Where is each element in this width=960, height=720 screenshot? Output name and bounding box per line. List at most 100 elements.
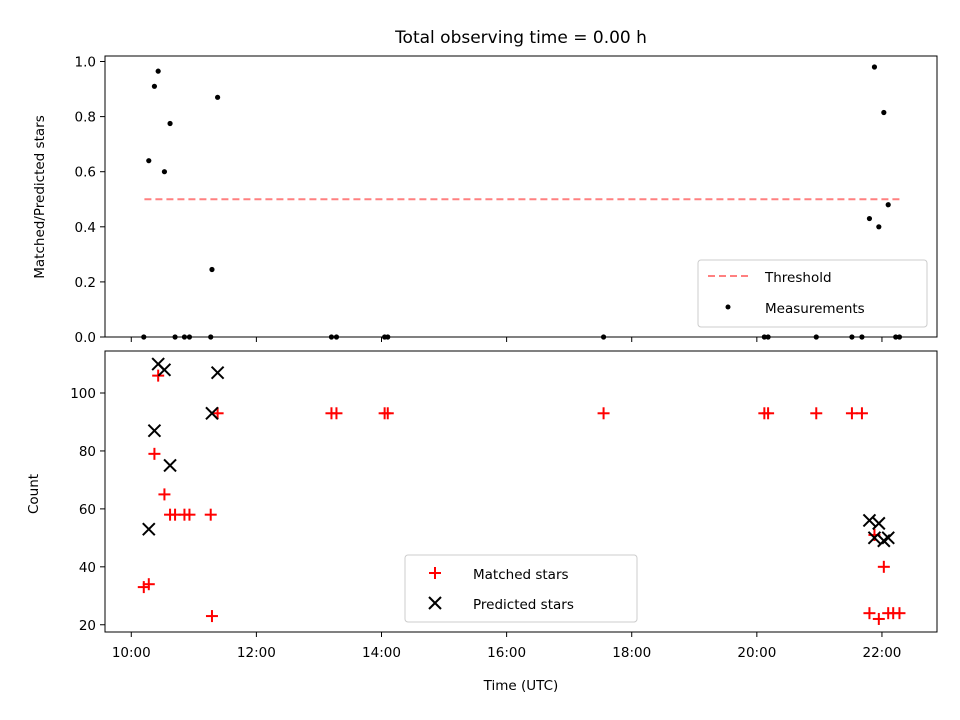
matched-stars-legend-swatch [429,567,441,579]
predicted-stars-point [867,531,882,545]
predicted-stars-point [881,531,895,545]
matched-stars-point [152,369,165,382]
ratio-x-ticks [130,337,883,342]
chart-title: Total observing time = 0.00 h [394,28,647,48]
predicted-stars-point [205,406,219,420]
matched-stars-point [762,407,775,420]
predicted-stars-point [872,516,886,531]
time-x-axis-label: Time (UTC) [483,678,559,694]
count-legend: Matched stars Predicted stars [404,554,638,623]
measurement-point [893,334,899,340]
matched-stars-point [597,407,610,420]
predicted-stars-legend-swatch [428,596,442,610]
measurement-point [209,266,215,273]
time-x-tick-label: 16:00 [487,645,526,661]
predicted-stars-legend-marker [428,596,442,610]
ratio-y-tick-label: 0.6 [75,165,96,181]
ratio-plot-area [104,55,938,338]
matched-stars-point [877,560,890,573]
measurement-point [215,94,221,100]
count-y-axis-label: Count [26,474,42,514]
matched-stars-point [381,407,394,420]
measurement-point [328,334,335,340]
measurement-point [186,334,193,340]
matched-stars-point [204,508,217,521]
count-y-tick-label: 100 [70,386,96,402]
matched-stars-point [148,447,161,460]
measurement-point [876,224,882,230]
measurement-point [181,334,188,340]
measurement-point [161,169,168,175]
count-y-tick-label: 60 [79,502,96,518]
measurement-point [849,334,855,340]
matched-stars-point [205,610,218,623]
threshold-legend-label: Threshold [764,270,832,286]
measurement-point [871,64,878,70]
matched-stars-point [893,607,906,620]
measurement-point [600,334,607,340]
count-y-ticks: 20 40 60 80 100 [70,386,105,634]
predicted-stars-point [862,513,877,528]
time-x-tick-label: 22:00 [862,645,901,661]
count-y-tick-label: 20 [79,618,96,634]
matched-stars-point [330,407,343,420]
ratio-legend-box [697,259,928,328]
measurement-point [141,334,147,340]
measurement-point [866,215,873,222]
ratio-legend: Threshold Measurements [697,259,928,328]
measurements-legend-swatch [725,304,731,310]
matched-stars-legend-marker [429,567,441,579]
predicted-stars-point [163,458,177,473]
measurement-point [155,68,161,74]
measurement-point [333,334,340,340]
measurement-point [146,158,152,164]
count-y-tick-label: 40 [79,560,96,576]
measurements-legend-label: Measurements [765,301,865,317]
predicted-stars-legend-label: Predicted stars [473,597,574,613]
measurement-point [385,334,391,340]
time-x-tick-label: 18:00 [612,645,651,661]
measurement-points [141,64,903,340]
measurement-point [761,334,767,340]
predicted-stars-point [210,366,225,380]
measurement-point [859,334,865,340]
measurement-point [896,334,903,340]
matched-stars-legend-label: Matched stars [473,567,569,583]
predicted-stars-point [157,363,172,377]
matched-stars-point [211,407,224,420]
count-points [137,357,906,625]
measurement-point [881,109,887,116]
ratio-y-ticks: 0.0 0.2 0.4 0.6 0.8 1.0 [75,55,105,346]
time-x-tick-label: 20:00 [737,645,776,661]
predicted-stars-point [142,522,156,536]
matched-stars-point [872,612,885,625]
matched-stars-point [863,607,876,620]
time-x-tick-label: 10:00 [112,645,151,661]
time-x-tick-label: 14:00 [362,645,401,661]
count-x-ticks: 10:00 12:00 14:00 16:00 18:00 20:00 22:00 [112,632,901,661]
matched-stars-point [845,407,858,420]
matched-stars-point [142,578,155,591]
ratio-y-axis-label: Matched/Predicted stars [32,115,48,278]
ratio-y-tick-label: 1.0 [75,55,96,71]
ratio-y-tick-label: 0.8 [75,110,96,126]
count-legend-box [404,554,638,623]
matched-stars-point [855,407,868,420]
matched-stars-point [158,488,171,501]
measurement-point [167,120,173,127]
matched-stars-point [183,508,196,521]
count-panel: 20 40 60 80 100 10:00 12:00 14:00 16:00 18:00 20:… [26,350,938,694]
count-plot-area [104,350,938,633]
ratio-panel: 0.0 0.2 0.4 0.6 0.8 1.0 Matched/Predicted sta… [32,55,938,346]
measurement-point [172,334,178,340]
measurement-point [813,334,819,340]
matched-stars-point [810,407,823,420]
measurement-point [885,202,891,208]
time-x-tick-label: 12:00 [237,645,276,661]
count-y-tick-label: 80 [79,444,96,460]
ratio-y-tick-label: 0.0 [75,330,96,346]
measurement-point [765,334,771,340]
ratio-y-tick-label: 0.2 [75,275,96,291]
ratio-y-tick-label: 0.4 [75,220,96,236]
